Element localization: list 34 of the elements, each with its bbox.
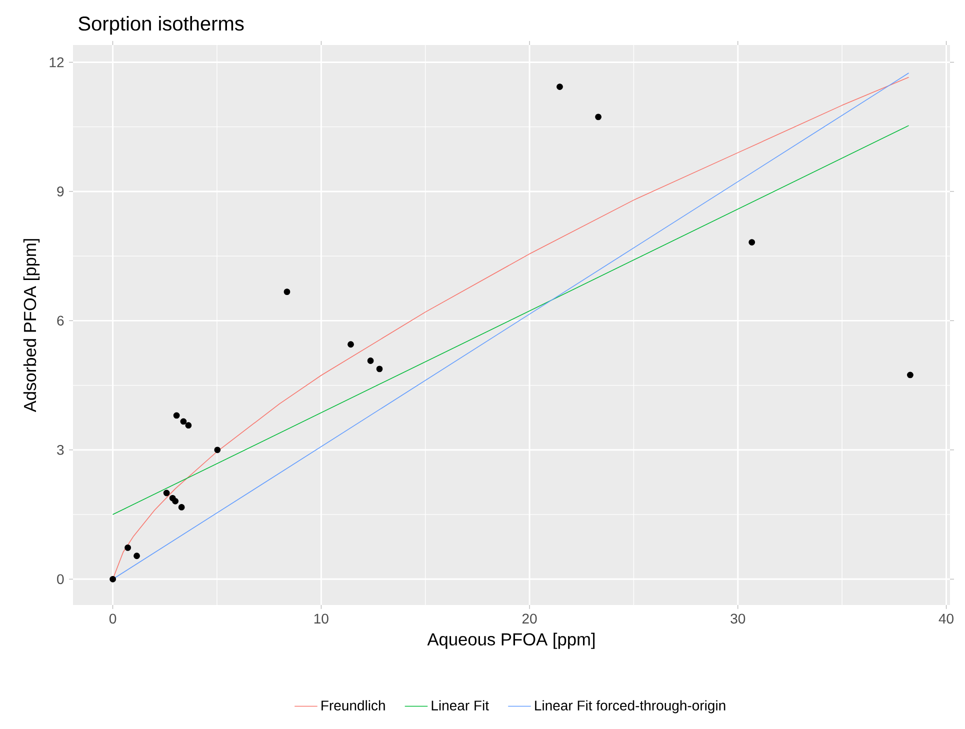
x-axis-title: Aqueous PFOA [ppm] [427, 632, 595, 649]
point [214, 446, 221, 454]
point [110, 576, 116, 582]
point [595, 114, 602, 120]
point [172, 498, 179, 504]
point [284, 288, 290, 296]
point [906, 372, 914, 378]
point [134, 552, 140, 560]
x-tick-label: 20 [522, 614, 537, 624]
y-tick-label: 3 [57, 444, 64, 455]
legend-label: Linear Fit forced-through-origin [535, 700, 726, 714]
x-tick-label: 0 [109, 614, 116, 624]
point [180, 418, 187, 425]
legend-label: Freundlich [322, 700, 385, 710]
x-tick-label: 30 [730, 614, 746, 624]
point [178, 504, 185, 510]
point [367, 358, 374, 364]
legend-label: Linear Fit [432, 700, 489, 710]
point [173, 412, 180, 419]
point [163, 490, 170, 496]
point [185, 422, 192, 429]
point [124, 544, 132, 551]
point [556, 84, 563, 90]
point [748, 239, 756, 246]
y-axis-title: Adsorbed PFOA [ppm] [23, 239, 40, 412]
point [348, 341, 354, 348]
y-tick-label: 6 [57, 316, 64, 326]
chart-title: Sorption isotherms [78, 16, 244, 35]
x-tick-label: 10 [314, 614, 328, 624]
y-tick-label: 9 [57, 186, 64, 196]
x-tick-label: 40 [938, 614, 954, 624]
y-tick-label: 0 [57, 574, 64, 584]
point [376, 366, 383, 372]
y-tick-label: 12 [50, 57, 64, 68]
